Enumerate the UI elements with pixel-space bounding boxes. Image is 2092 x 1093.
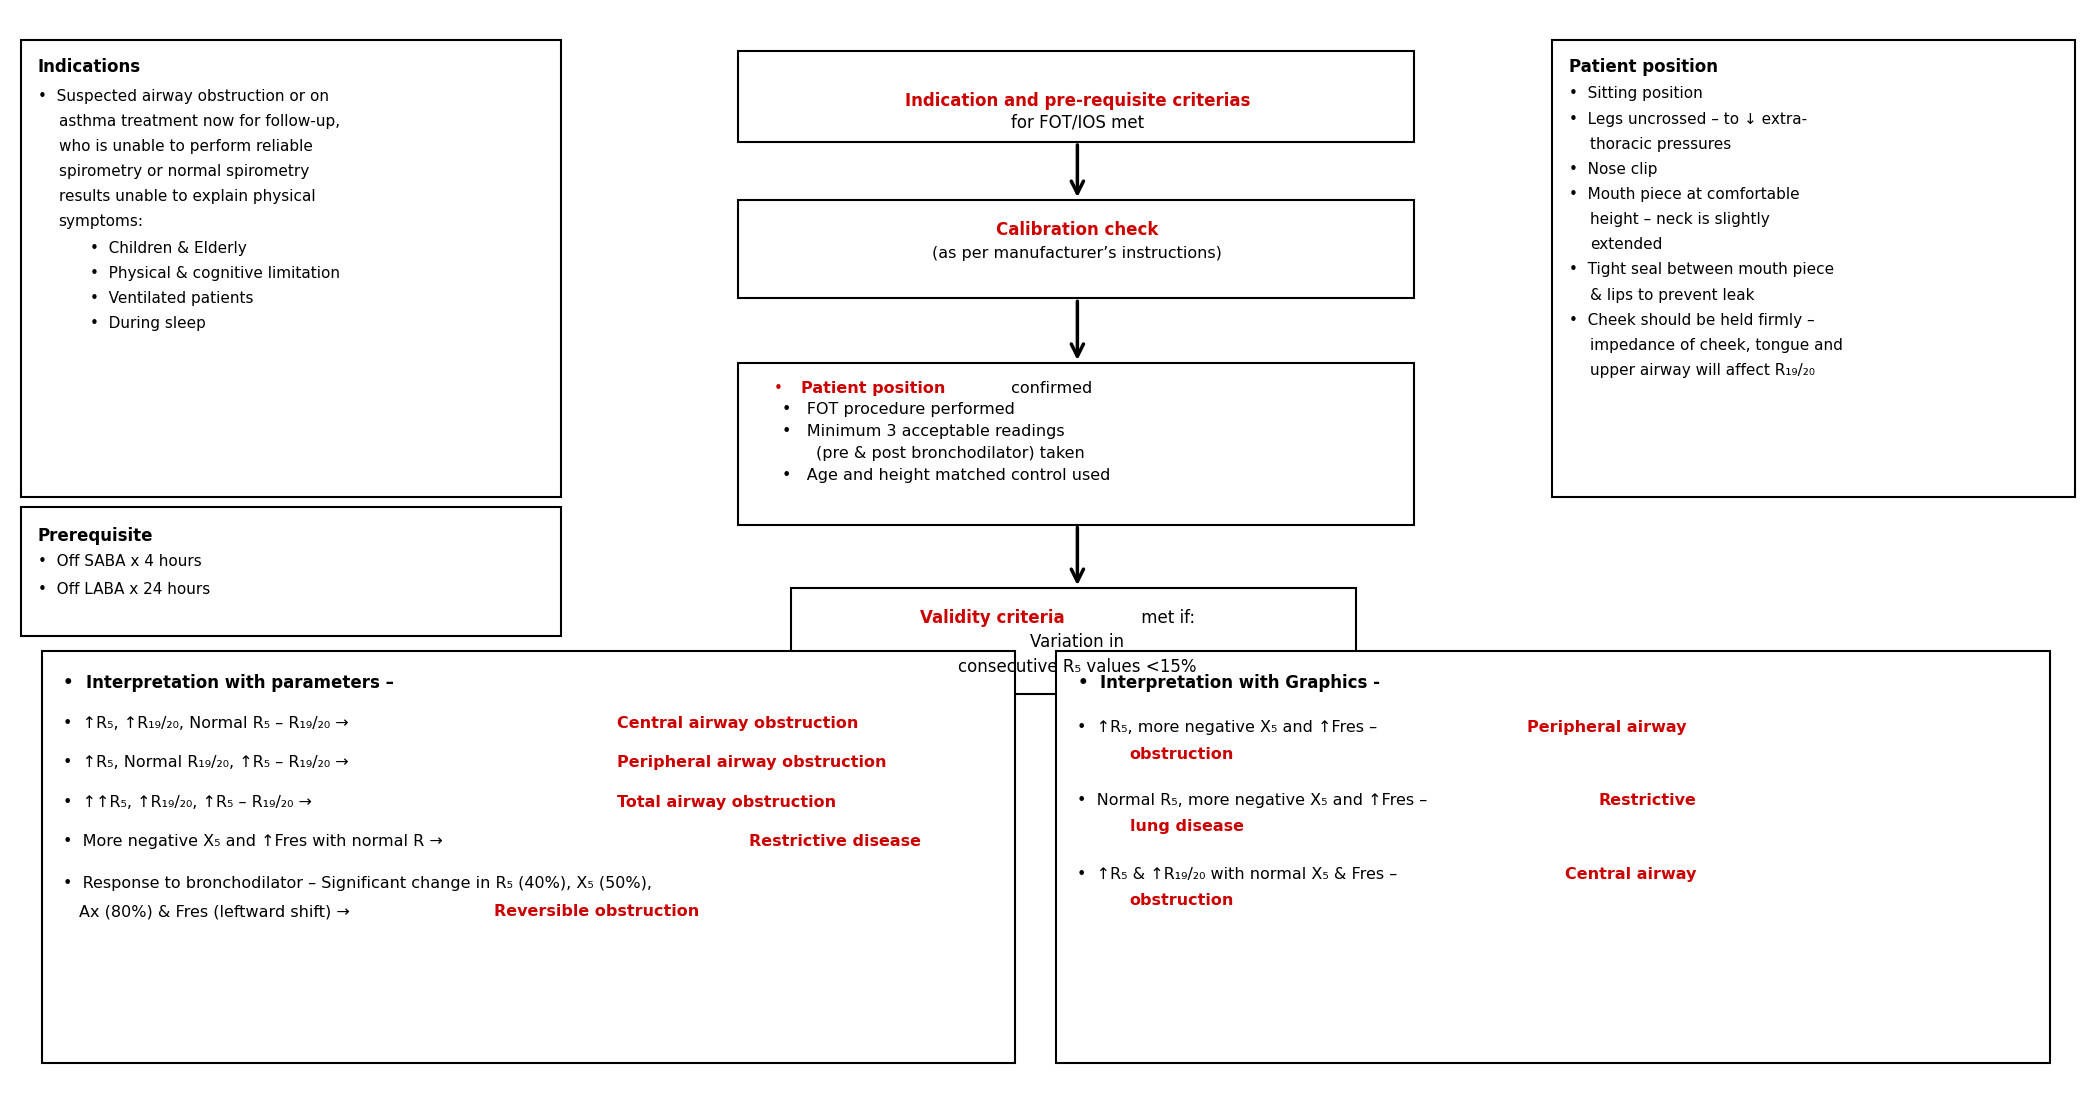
- FancyBboxPatch shape: [21, 507, 561, 636]
- Text: •  Physical & cognitive limitation: • Physical & cognitive limitation: [90, 266, 341, 281]
- FancyBboxPatch shape: [1056, 651, 2050, 1063]
- FancyBboxPatch shape: [21, 40, 561, 497]
- Text: •  More negative X₅ and ↑Fres with normal R →: • More negative X₅ and ↑Fres with normal…: [63, 834, 448, 849]
- FancyBboxPatch shape: [738, 51, 1414, 142]
- Text: for FOT/IOS met: for FOT/IOS met: [1010, 114, 1144, 131]
- Text: Prerequisite: Prerequisite: [38, 527, 153, 544]
- Text: obstruction: obstruction: [1130, 893, 1234, 908]
- Text: Patient position: Patient position: [801, 380, 946, 396]
- Text: who is unable to perform reliable: who is unable to perform reliable: [59, 139, 312, 154]
- Text: •  Response to bronchodilator – Significant change in R₅ (40%), X₅ (50%),: • Response to bronchodilator – Significa…: [63, 875, 653, 891]
- Text: •: •: [1077, 674, 1088, 692]
- Text: spirometry or normal spirometry: spirometry or normal spirometry: [59, 164, 310, 179]
- Text: Indications: Indications: [38, 58, 140, 75]
- Text: Peripheral airway obstruction: Peripheral airway obstruction: [617, 755, 887, 771]
- Text: •  ↑R₅, Normal R₁₉/₂₀, ↑R₅ – R₁₉/₂₀ →: • ↑R₅, Normal R₁₉/₂₀, ↑R₅ – R₁₉/₂₀ →: [63, 755, 354, 771]
- Text: Peripheral airway: Peripheral airway: [1527, 720, 1686, 736]
- Text: obstruction: obstruction: [1130, 747, 1234, 762]
- Text: asthma treatment now for follow-up,: asthma treatment now for follow-up,: [59, 114, 339, 129]
- Text: •  ↑R₅, ↑R₁₉/₂₀, Normal R₅ – R₁₉/₂₀ →: • ↑R₅, ↑R₁₉/₂₀, Normal R₅ – R₁₉/₂₀ →: [63, 716, 354, 731]
- FancyBboxPatch shape: [42, 651, 1015, 1063]
- Text: •  Suspected airway obstruction or on: • Suspected airway obstruction or on: [38, 89, 328, 104]
- Text: •  ↑R₅, more negative X₅ and ↑Fres –: • ↑R₅, more negative X₅ and ↑Fres –: [1077, 720, 1383, 736]
- FancyBboxPatch shape: [738, 200, 1414, 298]
- Text: extended: extended: [1590, 237, 1663, 252]
- Text: •  Ventilated patients: • Ventilated patients: [90, 291, 253, 306]
- Text: Interpretation with Graphics -: Interpretation with Graphics -: [1100, 674, 1381, 692]
- Text: consecutive R₅ values <15%: consecutive R₅ values <15%: [958, 658, 1197, 675]
- Text: (pre & post bronchodilator) taken: (pre & post bronchodilator) taken: [816, 446, 1084, 461]
- Text: Central airway obstruction: Central airway obstruction: [617, 716, 858, 731]
- FancyBboxPatch shape: [1552, 40, 2075, 497]
- Text: met if:: met if:: [1136, 609, 1195, 626]
- Text: (as per manufacturer’s instructions): (as per manufacturer’s instructions): [933, 246, 1222, 261]
- Text: results unable to explain physical: results unable to explain physical: [59, 189, 316, 204]
- Text: •   FOT procedure performed: • FOT procedure performed: [782, 402, 1015, 418]
- Text: •: •: [774, 380, 782, 396]
- Text: •  Off SABA x 4 hours: • Off SABA x 4 hours: [38, 554, 201, 569]
- Text: symptoms:: symptoms:: [59, 214, 144, 230]
- Text: •  ↑↑R₅, ↑R₁₉/₂₀, ↑R₅ – R₁₉/₂₀ →: • ↑↑R₅, ↑R₁₉/₂₀, ↑R₅ – R₁₉/₂₀ →: [63, 795, 316, 810]
- Text: upper airway will affect R₁₉/₂₀: upper airway will affect R₁₉/₂₀: [1590, 363, 1816, 378]
- Text: impedance of cheek, tongue and: impedance of cheek, tongue and: [1590, 338, 1843, 353]
- Text: •  Mouth piece at comfortable: • Mouth piece at comfortable: [1569, 187, 1799, 202]
- Text: & lips to prevent leak: & lips to prevent leak: [1590, 287, 1755, 303]
- Text: •  Off LABA x 24 hours: • Off LABA x 24 hours: [38, 581, 209, 597]
- Text: •  Children & Elderly: • Children & Elderly: [90, 240, 247, 256]
- Text: •   Age and height matched control used: • Age and height matched control used: [782, 468, 1111, 483]
- Text: Reversible obstruction: Reversible obstruction: [494, 904, 699, 919]
- Text: •  Tight seal between mouth piece: • Tight seal between mouth piece: [1569, 262, 1835, 278]
- Text: Validity criteria: Validity criteria: [920, 609, 1065, 626]
- Text: Variation in: Variation in: [1031, 633, 1123, 650]
- Text: Restrictive: Restrictive: [1598, 792, 1697, 808]
- Text: Interpretation with parameters –: Interpretation with parameters –: [86, 674, 393, 692]
- Text: •  Nose clip: • Nose clip: [1569, 162, 1657, 177]
- Text: lung disease: lung disease: [1130, 819, 1243, 834]
- Text: •  During sleep: • During sleep: [90, 316, 205, 331]
- Text: •   Minimum 3 acceptable readings: • Minimum 3 acceptable readings: [782, 424, 1065, 439]
- Text: Restrictive disease: Restrictive disease: [749, 834, 920, 849]
- Text: Patient position: Patient position: [1569, 58, 1718, 75]
- FancyBboxPatch shape: [791, 588, 1356, 694]
- Text: confirmed: confirmed: [1006, 380, 1092, 396]
- Text: height – neck is slightly: height – neck is slightly: [1590, 212, 1770, 227]
- Text: •  Sitting position: • Sitting position: [1569, 86, 1703, 102]
- Text: Calibration check: Calibration check: [996, 221, 1159, 238]
- Text: Total airway obstruction: Total airway obstruction: [617, 795, 837, 810]
- Text: •  Normal R₅, more negative X₅ and ↑Fres –: • Normal R₅, more negative X₅ and ↑Fres …: [1077, 792, 1433, 808]
- Text: thoracic pressures: thoracic pressures: [1590, 137, 1732, 152]
- Text: Indication and pre-requisite criterias: Indication and pre-requisite criterias: [904, 92, 1251, 109]
- Text: •  ↑R₅ & ↑R₁₉/₂₀ with normal X₅ & Fres –: • ↑R₅ & ↑R₁₉/₂₀ with normal X₅ & Fres –: [1077, 867, 1404, 882]
- Text: •  Cheek should be held firmly –: • Cheek should be held firmly –: [1569, 313, 1814, 328]
- Text: •: •: [63, 674, 73, 692]
- FancyBboxPatch shape: [738, 363, 1414, 525]
- Text: •  Legs uncrossed – to ↓ extra-: • Legs uncrossed – to ↓ extra-: [1569, 111, 1807, 127]
- Text: Central airway: Central airway: [1565, 867, 1697, 882]
- Text: Ax (80%) & Fres (leftward shift) →: Ax (80%) & Fres (leftward shift) →: [79, 904, 356, 919]
